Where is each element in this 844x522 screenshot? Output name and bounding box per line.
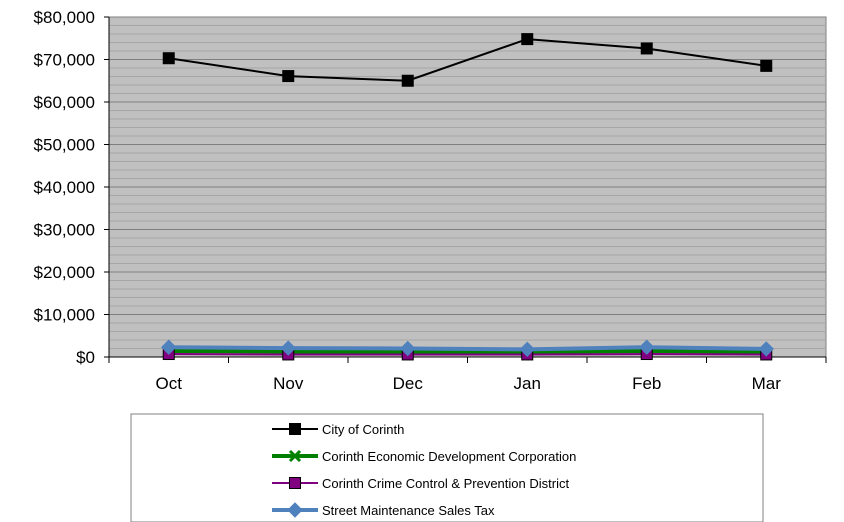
y-tick-label: $40,000 <box>34 178 95 197</box>
data-point-marker <box>162 52 175 65</box>
data-point-marker <box>280 340 296 356</box>
series-0 <box>162 33 773 87</box>
data-point-marker <box>640 42 653 55</box>
legend-label: Street Maintenance Sales Tax <box>322 503 495 518</box>
x-tick-label: Jan <box>514 374 541 393</box>
legend-marker <box>289 477 301 489</box>
y-tick-label: $0 <box>76 348 95 367</box>
data-point-marker <box>639 339 655 355</box>
data-point-marker <box>400 340 416 357</box>
x-tick-label: Mar <box>752 374 782 393</box>
axes <box>104 16 827 363</box>
x-tick-label: Oct <box>156 374 183 393</box>
y-tick-label: $30,000 <box>34 221 95 240</box>
legend-label: Corinth Economic Development Corporation <box>322 449 576 464</box>
legend-box <box>130 413 764 522</box>
data-point-marker <box>758 341 774 357</box>
legend-label: City of Corinth <box>322 422 404 437</box>
y-tick-label: $70,000 <box>34 51 95 70</box>
y-axis-tick-labels: $0 $10,000 $20,000 $30,000 $40,000 $50,000 $60… <box>34 8 95 367</box>
y-tick-label: $10,000 <box>34 306 95 325</box>
data-point-marker <box>282 70 295 83</box>
x-tick-label: Dec <box>393 374 424 393</box>
series-line <box>168 345 767 352</box>
data-point-marker <box>521 33 534 46</box>
series-line <box>168 349 767 354</box>
legend-entry: City of Corinth <box>272 422 404 437</box>
legend-marker <box>287 502 303 518</box>
series-line <box>168 38 767 82</box>
data-point-marker <box>161 339 177 355</box>
y-tick-label: $20,000 <box>34 263 95 282</box>
x-tick-label: Nov <box>273 374 304 393</box>
legend-entry: Street Maintenance Sales Tax <box>272 502 495 518</box>
y-tick-label: $80,000 <box>34 8 95 27</box>
series-3 <box>161 339 774 358</box>
legend: City of Corinth Corinth Economic Developm… <box>130 413 764 522</box>
legend-marker <box>289 423 301 435</box>
data-point-marker <box>519 341 535 358</box>
legend-entry: Corinth Crime Control & Prevention Distr… <box>272 476 569 491</box>
legend-label: Corinth Crime Control & Prevention Distr… <box>322 476 569 491</box>
data-point-marker <box>760 59 773 72</box>
x-axis-tick-labels: Oct Nov Dec Jan Feb Mar <box>156 374 782 393</box>
data-point-marker <box>401 74 414 87</box>
series-lines <box>161 33 774 361</box>
gridlines <box>109 16 826 358</box>
legend-marker <box>288 449 302 463</box>
x-tick-label: Feb <box>632 374 661 393</box>
legend-entry: Corinth Economic Development Corporation <box>272 449 576 464</box>
y-tick-label: $60,000 <box>34 93 95 112</box>
y-tick-label: $50,000 <box>34 136 95 155</box>
